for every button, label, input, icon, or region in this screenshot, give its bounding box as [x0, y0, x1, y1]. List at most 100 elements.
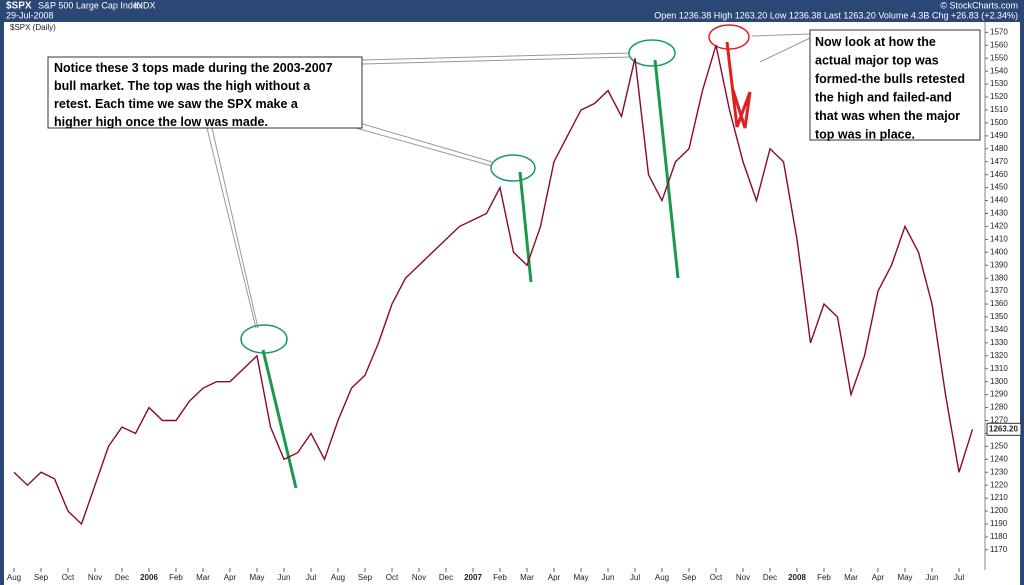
y-tick-label: 1540	[990, 66, 1008, 75]
annotation-shapes	[47, 24, 981, 489]
top-circle	[628, 39, 676, 67]
x-tick-label: Sep	[34, 573, 49, 582]
pointer	[355, 127, 493, 167]
pointer	[206, 127, 257, 329]
x-tick-label: Dec	[439, 573, 453, 582]
y-tick-label: 1360	[990, 299, 1008, 308]
x-tick-label: Aug	[7, 573, 21, 582]
y-tick-label: 1480	[990, 144, 1008, 153]
annotation-text: higher high once the low was made.	[54, 115, 268, 129]
annotation-text: formed-the bulls retested	[815, 72, 965, 86]
exchange: INDX	[134, 0, 156, 10]
x-tick-label: Oct	[386, 573, 399, 582]
x-tick-label: Nov	[88, 573, 102, 582]
x-tick-label: Nov	[412, 573, 426, 582]
x-tick-label: Jun	[602, 573, 615, 582]
legend: $SPX (Daily)	[10, 23, 56, 32]
y-tick-label: 1340	[990, 325, 1008, 334]
top-circle	[490, 154, 536, 182]
annotation-text: Notice these 3 tops made during the 2003…	[54, 61, 333, 75]
decline-line	[261, 349, 298, 489]
y-tick-label: 1350	[990, 312, 1008, 321]
x-tick-label: Dec	[115, 573, 129, 582]
annotation-text: actual major top was	[815, 54, 939, 68]
y-tick-label: 1240	[990, 454, 1008, 463]
x-tick-label: Nov	[736, 573, 750, 582]
x-tick-label: 2007	[464, 573, 482, 582]
y-tick-label: 1380	[990, 273, 1008, 282]
y-tick-label: 1420	[990, 222, 1008, 231]
annotation-text: that was when the major	[815, 109, 960, 123]
last-price-label: 1263.20	[989, 424, 1018, 433]
x-tick-label: Apr	[224, 573, 237, 582]
y-tick-label: 1400	[990, 247, 1008, 256]
y-tick-label: 1190	[990, 519, 1008, 528]
annotation-box	[809, 29, 981, 141]
y-tick-label: 1460	[990, 170, 1008, 179]
y-tick-label: 1280	[990, 403, 1008, 412]
y-tick-label: 1550	[990, 53, 1008, 62]
y-tick-label: 1490	[990, 131, 1008, 140]
y-tick-label: 1200	[990, 506, 1008, 515]
y-tick-label: 1170	[990, 545, 1008, 554]
y-tick-label: 1290	[990, 390, 1008, 399]
y-tick-label: 1510	[990, 105, 1008, 114]
date: 29-Jul-2008	[6, 10, 54, 20]
x-tick-label: Oct	[62, 573, 75, 582]
y-tick-label: 1320	[990, 351, 1008, 360]
x-tick-label: Jul	[954, 573, 964, 582]
x-tick-label: Mar	[196, 573, 210, 582]
y-tick-label: 1440	[990, 196, 1008, 205]
y-tick-label: 1500	[990, 118, 1008, 127]
last-price-box	[986, 422, 1022, 436]
y-tick-label: 1570	[990, 27, 1008, 36]
pointer	[759, 37, 811, 63]
y-tick-label: 1180	[990, 532, 1008, 541]
x-tick-label: Jun	[278, 573, 291, 582]
y-tick-label: 1520	[990, 92, 1008, 101]
y-tick-label: 1390	[990, 260, 1008, 269]
y-tick-label: 1270	[990, 416, 1008, 425]
y-tick-label: 1560	[990, 40, 1008, 49]
y-tick-label: 1450	[990, 183, 1008, 192]
y-tick-label: 1230	[990, 467, 1008, 476]
price-line	[13, 45, 974, 526]
credit: © StockCharts.com	[940, 0, 1018, 10]
y-tick-label: 1310	[990, 364, 1008, 373]
annotation-text: top was in place.	[815, 128, 915, 142]
x-tick-label: Aug	[655, 573, 669, 582]
x-tick-label: Jul	[630, 573, 640, 582]
x-tick-label: Feb	[817, 573, 831, 582]
annotation-text: retest. Each time we saw the SPX make a	[54, 97, 299, 111]
retest-line	[725, 41, 752, 129]
x-tick-label: Sep	[682, 573, 697, 582]
x-tick-label: Jul	[306, 573, 316, 582]
x-tick-label: Feb	[493, 573, 507, 582]
x-tick-label: Oct	[710, 573, 723, 582]
pointer	[211, 127, 259, 329]
y-tick-label: 1410	[990, 234, 1008, 243]
decline-line	[653, 59, 680, 279]
x-tick-label: May	[573, 573, 588, 582]
annotation-text: bull market. The top was the high withou…	[54, 79, 311, 93]
y-tick-label: 1330	[990, 338, 1008, 347]
x-tick-label: 2006	[140, 573, 158, 582]
x-tick-label: Jun	[926, 573, 939, 582]
y-tick-label: 1430	[990, 209, 1008, 218]
y-tick-label: 1250	[990, 441, 1008, 450]
x-tick-label: May	[897, 573, 912, 582]
pointer	[361, 52, 631, 61]
x-tick-label: Mar	[520, 573, 534, 582]
decline-line	[518, 171, 533, 283]
x-tick-label: May	[249, 573, 264, 582]
x-tick-label: Dec	[763, 573, 777, 582]
y-tick-label: 1370	[990, 286, 1008, 295]
y-tick-label: 1300	[990, 377, 1008, 386]
y-tick-label: 1220	[990, 480, 1008, 489]
y-tick-label: 1470	[990, 157, 1008, 166]
x-axis-area	[4, 570, 1020, 585]
annotation-text: the high and failed-and	[815, 91, 952, 105]
x-tick-label: Mar	[844, 573, 858, 582]
x-tick-label: Apr	[872, 573, 885, 582]
